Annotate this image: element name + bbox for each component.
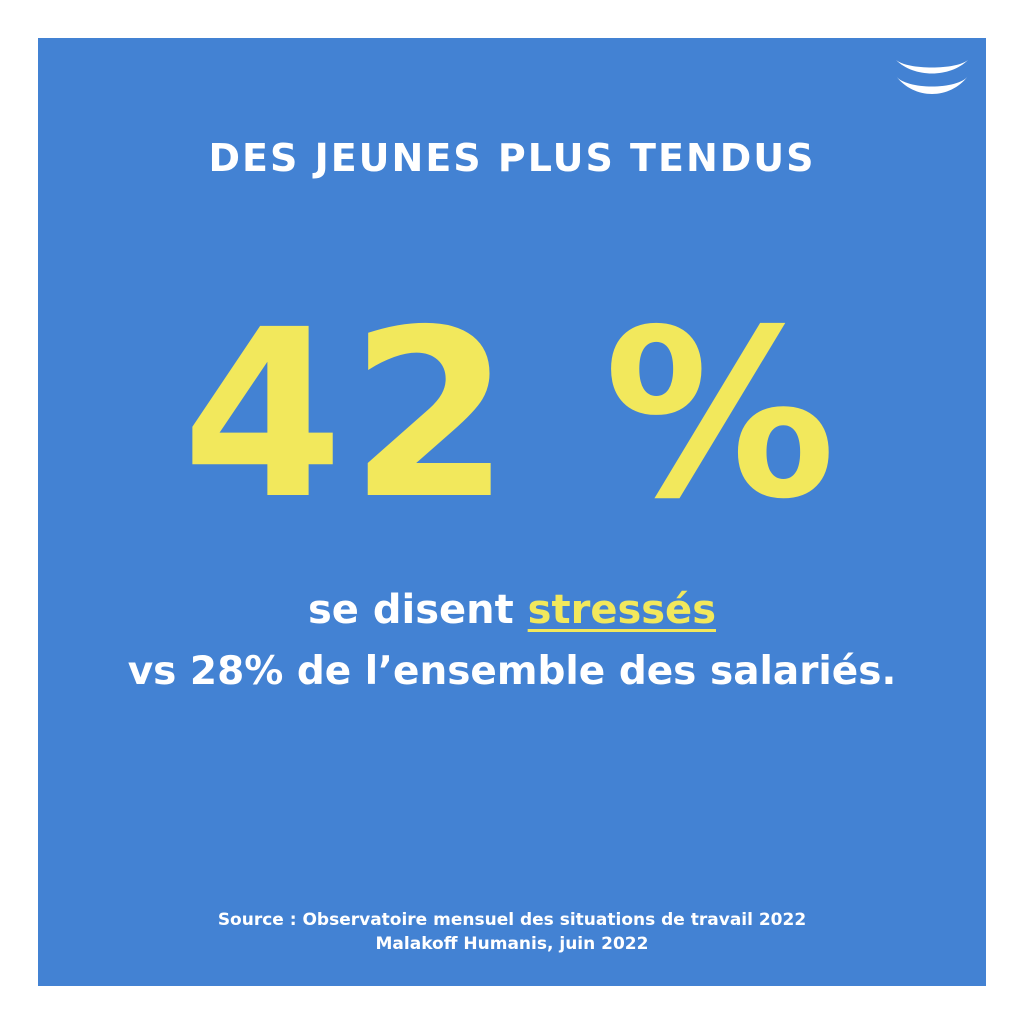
statement-highlight: stressés xyxy=(527,587,716,633)
headline-percentage: 42 % xyxy=(38,280,986,550)
wave-logo-icon xyxy=(896,60,968,94)
statement-comparison: vs 28% de l’ensemble des salariés. xyxy=(127,649,897,694)
source-line-2: Malakoff Humanis, juin 2022 xyxy=(375,934,649,954)
infographic-card: DES JEUNES PLUS TENDUS 42 % se disent st… xyxy=(38,38,986,986)
source-note: Source : Observatoire mensuel des situat… xyxy=(38,908,986,956)
statement-line: se disent stressés xyxy=(38,584,986,636)
headline-value: 42 xyxy=(181,280,517,550)
source-line-1: Source : Observatoire mensuel des situat… xyxy=(217,910,807,930)
page-title: DES JEUNES PLUS TENDUS xyxy=(208,136,816,180)
headline-unit: % xyxy=(603,280,843,550)
statement-prefix: se disent xyxy=(307,587,528,633)
